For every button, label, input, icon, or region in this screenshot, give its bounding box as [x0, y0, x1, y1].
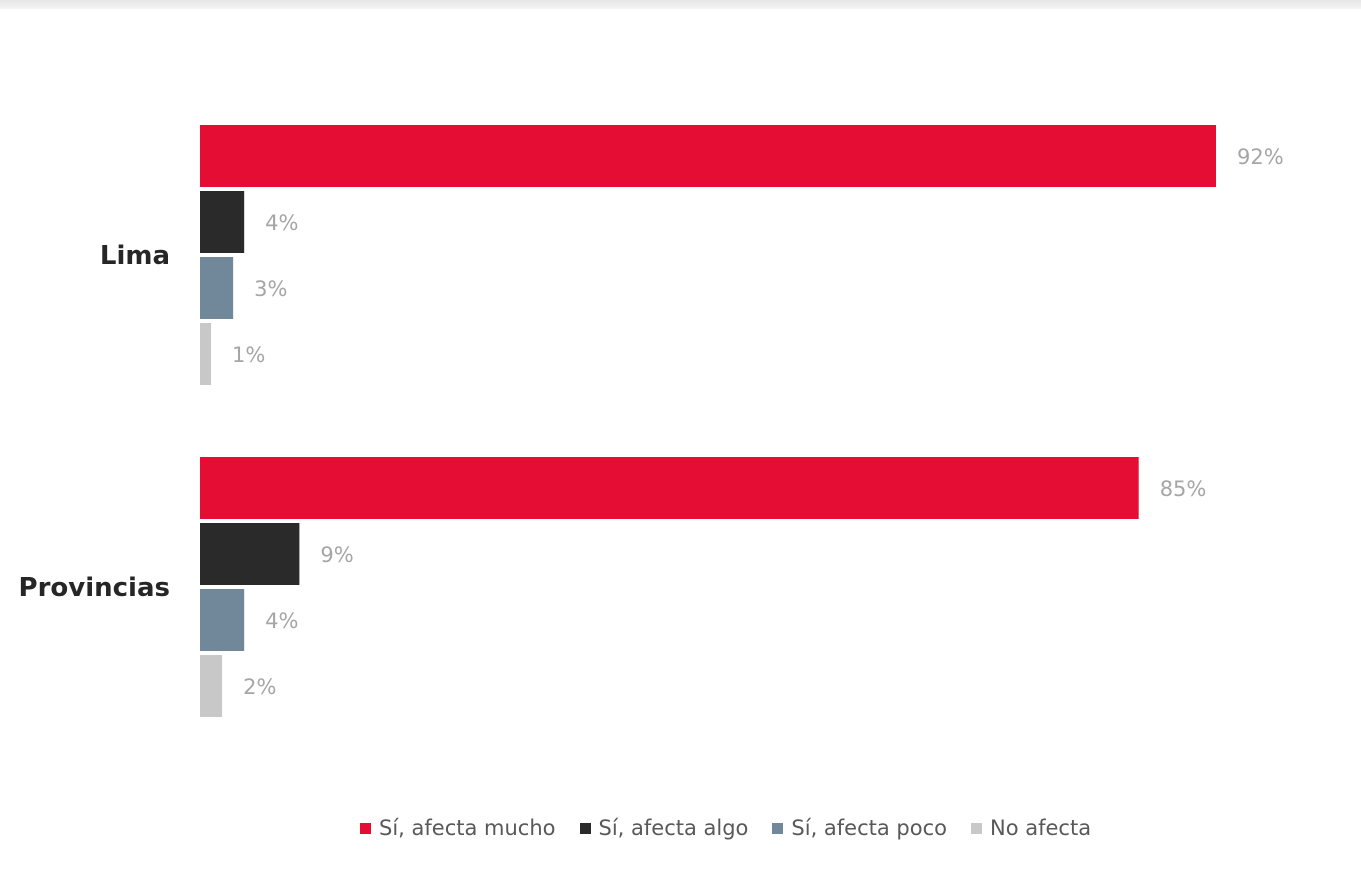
legend-swatch — [579, 822, 591, 834]
legend-item: Sí, afecta algo — [579, 816, 749, 840]
legend-item: No afecta — [971, 816, 1091, 840]
data-label-provincias-series-1: 9% — [320, 543, 353, 567]
bar-lima-series-1 — [200, 191, 245, 253]
legend-label: Sí, afecta algo — [598, 816, 749, 840]
data-label-provincias-series-2: 4% — [265, 609, 298, 633]
legend-swatch — [772, 822, 784, 834]
bar-lima-series-2 — [200, 257, 234, 319]
legend-item: Sí, afecta mucho — [360, 816, 556, 840]
legend-swatch — [360, 822, 371, 834]
category-label-lima: Lima — [100, 241, 170, 271]
bar-lima-series-3 — [200, 323, 212, 385]
data-label-lima-series-2: 3% — [254, 277, 287, 301]
legend: Sí, afecta mucho Sí, afecta algo Sí, afect… — [360, 816, 1091, 840]
data-label-lima-series-0: 92% — [1237, 145, 1284, 169]
bar-provincias-series-2 — [200, 589, 245, 651]
bar-provincias-series-1 — [200, 523, 300, 585]
legend-label: Sí, afecta mucho — [379, 816, 556, 840]
bar-provincias-series-3 — [200, 655, 223, 717]
data-label-lima-series-1: 4% — [265, 211, 298, 235]
data-label-lima-series-3: 1% — [232, 343, 265, 367]
legend-label: No afecta — [990, 816, 1092, 840]
legend-label: Sí, afecta poco — [791, 816, 947, 840]
legend-item: Sí, afecta poco — [772, 816, 947, 840]
bar-provincias-series-0 — [200, 457, 1139, 519]
top-band — [0, 0, 1361, 9]
bar-lima-series-0 — [200, 125, 1216, 187]
data-label-provincias-series-3: 2% — [243, 675, 276, 699]
legend-swatch — [971, 822, 982, 834]
category-label-provincias: Provincias — [19, 573, 170, 603]
data-label-provincias-series-0: 85% — [1160, 477, 1207, 501]
